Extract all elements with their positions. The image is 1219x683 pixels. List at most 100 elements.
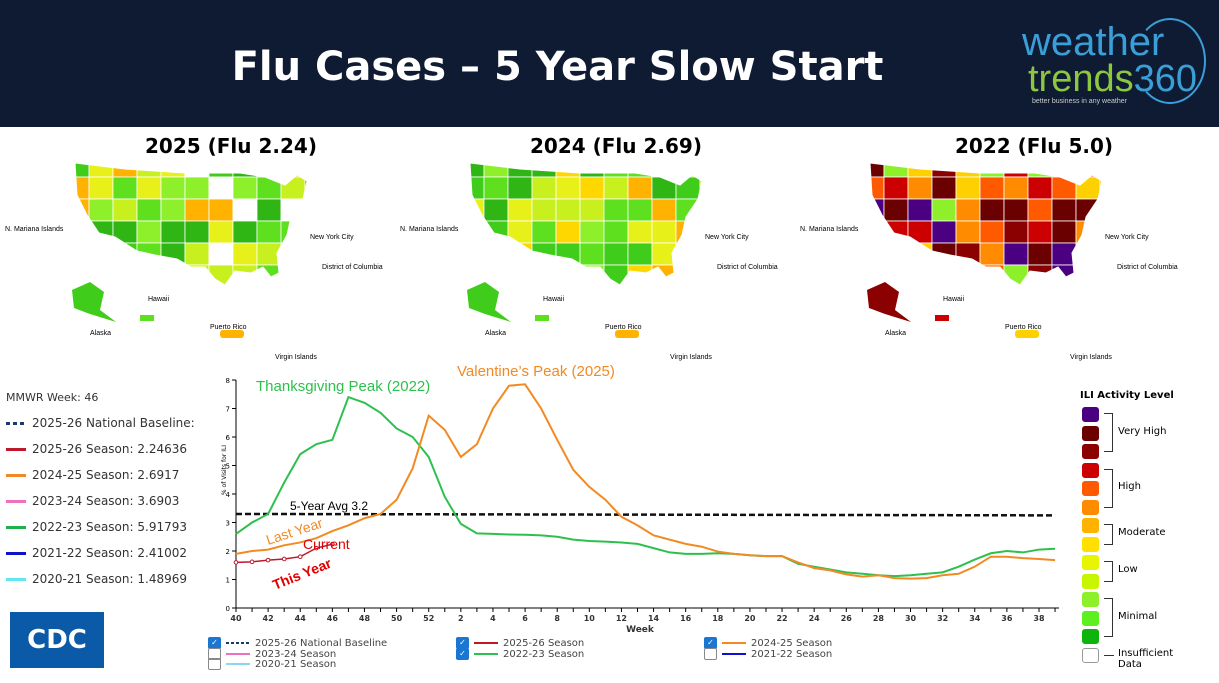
x-tick-label: 24 [809,614,821,623]
x-tick-label: 52 [423,614,434,623]
data-point [314,545,319,551]
checkbox[interactable] [208,658,221,670]
annotation-valentine: Valentine’s Peak (2025) [457,363,615,380]
ili-color-swatch [1082,610,1099,626]
ili-color-swatch [1082,425,1099,441]
map-label-nyc: New York City [1105,234,1149,241]
series-toggle-label: 2024-25 Season [751,637,833,649]
us-flu-map [467,162,703,338]
map-label-vi: Virgin Islands [275,354,317,361]
season-legend-row: 2022-23 Season: 5.91793 [6,514,195,540]
map-label-alaska: Alaska [90,330,112,337]
ili-group-label: Insufficient Data [1118,647,1174,670]
ili-color-swatch [1082,481,1099,496]
series-toggle[interactable]: ✓ 2024-25 Season [704,637,832,649]
map-label-alaska: Alaska [485,330,507,337]
data-point [249,559,255,565]
ili-color-swatch [1082,592,1099,607]
map-label-nmi: N. Mariana Islands [5,226,64,233]
x-tick-label: 6 [522,614,528,623]
map-label-hawaii: Hawaii [943,296,965,303]
ili-group-label: Minimal [1118,610,1158,622]
series-toggle-label: 2023-24 Season [255,648,337,660]
x-tick-label: 22 [776,614,787,623]
map-label-dc: District of Columbia [717,264,778,271]
cdc-logo: CDC [10,612,104,668]
ili-color-swatch [1082,573,1099,589]
x-tick-label: 36 [1001,614,1013,623]
x-tick-label: 8 [554,614,560,623]
series-toggle-label: 2021-22 Season [751,648,833,660]
season-legend-row: 2021-22 Season: 2.41002 [6,540,195,566]
map-label-vi: Virgin Islands [670,354,712,361]
y-tick-label: 8 [226,377,230,385]
x-tick-label: 48 [359,614,371,623]
season-legend-row: 2023-24 Season: 3.6903 [6,488,195,514]
ili-color-swatch [1082,444,1099,459]
x-tick-label: 32 [937,614,948,623]
ili-color-swatch [1082,536,1099,552]
series-toggle[interactable]: 2023-24 Season [208,648,336,660]
y-tick-label: 4 [226,491,231,499]
ili-group-label: Very High [1118,425,1167,437]
alaska-shape [72,282,116,322]
annotation-this_year: This Year [270,555,334,593]
series-toggle[interactable]: ✓ 2025-26 National Baseline [208,637,387,649]
x-tick-label: 30 [905,614,917,623]
x-tick-label: 4 [490,614,496,623]
ili-group-label: Moderate [1118,527,1166,539]
map-label-nyc: New York City [310,234,354,241]
alaska-shape [467,282,511,322]
ili-group-label: High [1118,481,1141,492]
checkbox[interactable] [704,648,717,660]
map-title-2024: 2024 (Flu 2.69) [530,134,702,158]
map-label-dc: District of Columbia [1117,264,1178,271]
map-label-hawaii: Hawaii [543,296,565,303]
x-tick-label: 50 [391,614,403,623]
ili-group-label: Low [1118,564,1138,576]
annotation-current: Current [303,536,350,552]
x-tick-label: 18 [712,614,724,623]
x-tick-label: 16 [680,614,692,623]
slide-title: Flu Cases – 5 Year Slow Start [231,44,884,90]
x-tick-label: 42 [263,614,274,623]
x-tick-label: 20 [744,614,756,623]
map-title-2022: 2022 (Flu 5.0) [955,134,1114,158]
hawaii-shape [140,315,154,321]
ili-color-swatch [1082,518,1099,533]
x-tick-label: 26 [841,614,853,623]
checkbox[interactable]: ✓ [456,648,469,660]
y-tick-label: 5 [226,463,230,471]
series-toggle-label: 2020-21 Season [255,658,337,670]
annotation-thanksgiving: Thanksgiving Peak (2022) [256,378,430,395]
series-toggle[interactable]: 2020-21 Season [208,658,336,670]
x-tick-label: 44 [295,614,307,623]
x-tick-label: 34 [969,614,981,623]
checkbox[interactable] [208,648,221,660]
x-tick-label: 40 [230,614,242,623]
alaska-shape [867,282,911,322]
x-tick-label: 12 [616,614,627,623]
puerto-rico-shape [220,330,244,338]
series-toggle-label: 2025-26 Season [503,637,585,649]
x-tick-label: 14 [648,614,660,623]
ili-color-swatch [1082,462,1099,478]
data-point [265,557,271,563]
series-toggle[interactable]: 2021-22 Season [704,648,832,660]
data-point [281,556,287,562]
baseline-line [235,512,1056,517]
hawaii-shape [935,315,949,321]
y-axis-label: % of Visits for ILI [221,445,228,495]
ili-color-swatch [1082,407,1099,422]
map-label-pr: Puerto Rico [605,324,642,331]
ili-activity-legend: ILI Activity Level Very High High Moderate… [1080,390,1174,670]
y-tick-label: 7 [226,406,230,414]
ili-color-swatch [1082,499,1099,515]
series-toggle[interactable]: ✓ 2022-23 Season [456,648,584,660]
x-tick-label: 2 [458,614,464,623]
weathertrends-logo: weather trends360 better business in any… [1022,18,1207,112]
annotation-avg: 5-Year Avg 3.2 [290,499,368,513]
data-point [297,554,303,560]
map-label-nyc: New York City [705,234,749,241]
